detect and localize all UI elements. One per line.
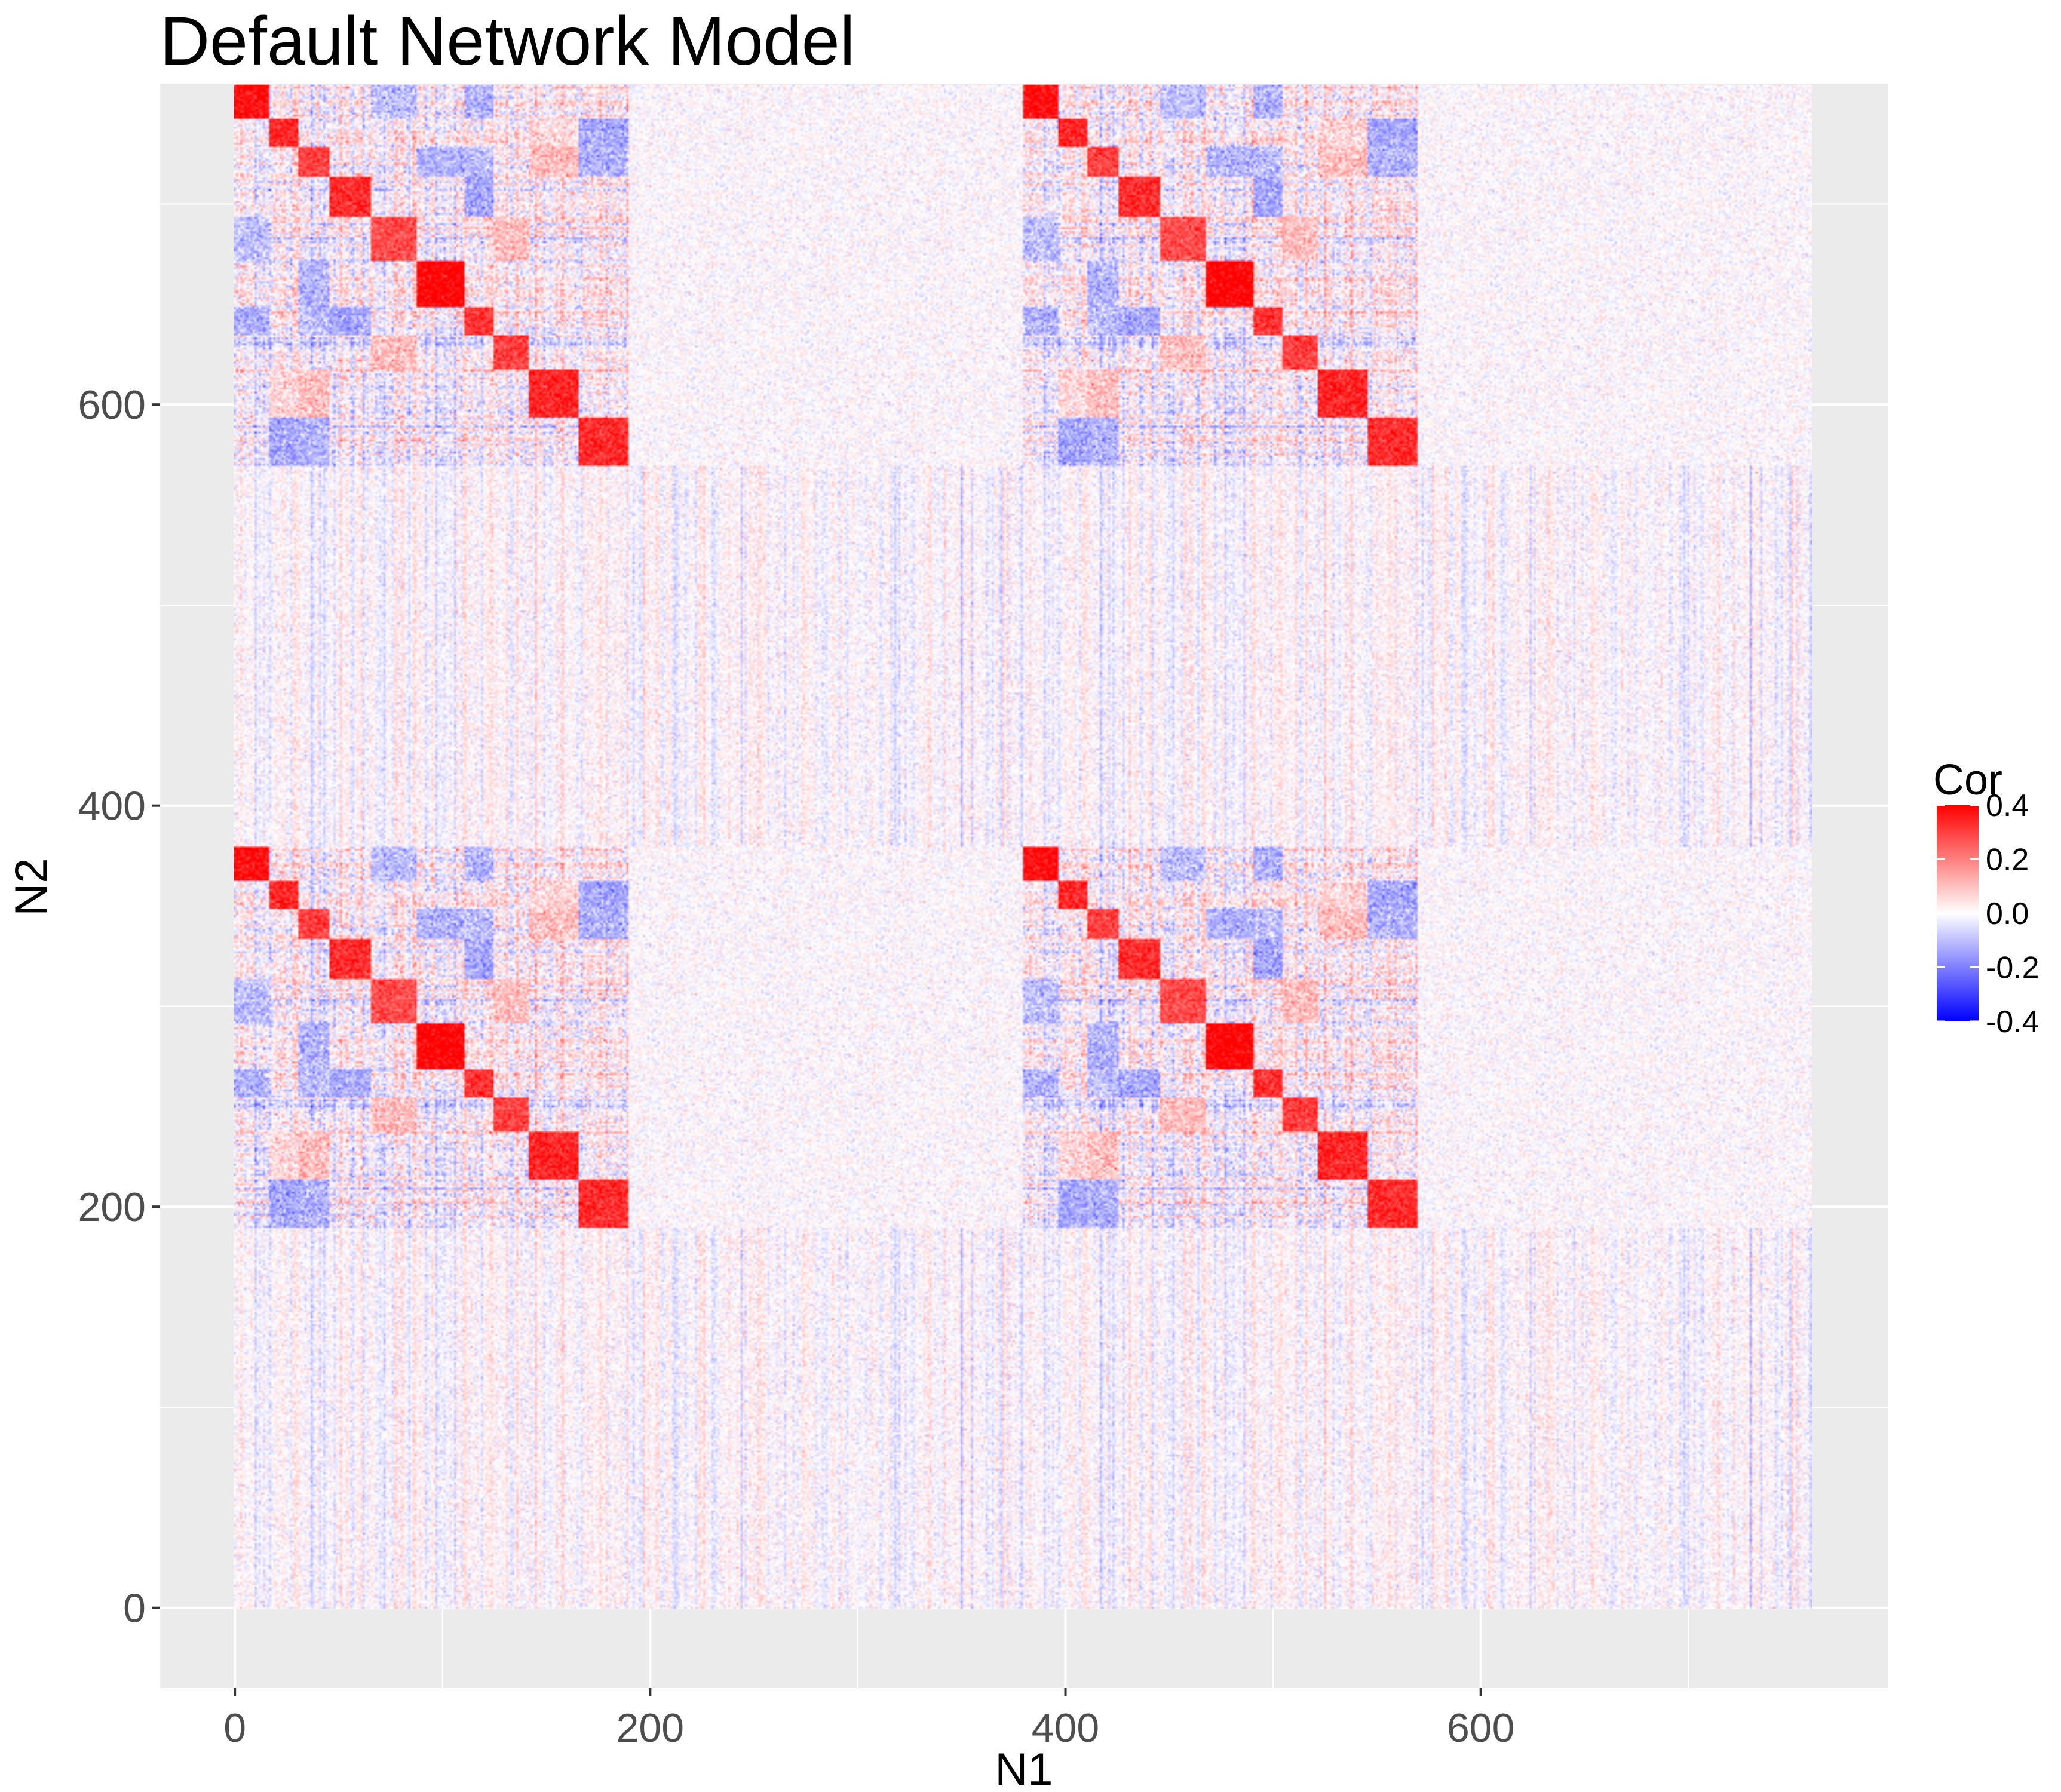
legend-tick-label: 0.4: [1986, 788, 2029, 823]
legend-tick-label: -0.4: [1986, 1005, 2039, 1039]
x-axis-label: N1: [995, 1744, 1053, 1792]
y-tick-label: 400: [78, 784, 146, 829]
legend-tick-label: 0.2: [1986, 843, 2029, 877]
y-axis-label: N2: [6, 858, 57, 916]
heatmap-raster: [234, 84, 1812, 1609]
y-tick-label: 600: [78, 382, 146, 428]
legend-tick-label: -0.2: [1986, 951, 2039, 986]
y-tick-label: 0: [123, 1586, 146, 1631]
legend-ticks: 0.4 0.2 0.0 -0.2 -0.4: [1937, 788, 2039, 1039]
y-tick-label: 200: [78, 1185, 146, 1230]
x-tick-label: 400: [1032, 1705, 1099, 1751]
chart-title: Default Network Model: [160, 3, 855, 79]
legend-title: Cor: [1933, 756, 2002, 804]
axes: 0 200 400 600 0 200 400 600: [78, 382, 1515, 1751]
legend: Cor 0.4 0.2 0.0 -0.2 -0.4: [1933, 756, 2039, 1039]
legend-tick-label: 0.0: [1986, 897, 2029, 931]
x-tick-label: 0: [223, 1705, 246, 1751]
x-tick-label: 600: [1447, 1705, 1514, 1751]
x-tick-label: 200: [617, 1705, 684, 1751]
